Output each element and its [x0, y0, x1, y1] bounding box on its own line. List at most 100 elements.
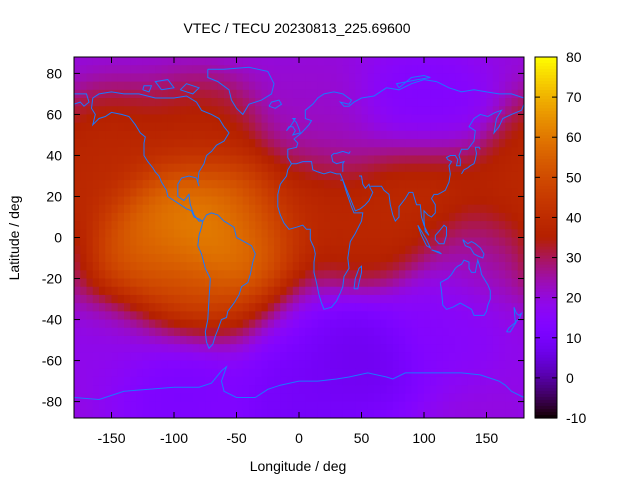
heatmap-cell [217, 319, 225, 329]
heatmap-cell [267, 327, 275, 337]
heatmap-cell [317, 368, 325, 378]
heatmap-cell [392, 196, 400, 206]
heatmap-cell [161, 204, 169, 214]
heatmap-cell [417, 253, 425, 263]
heatmap-cell [267, 139, 275, 148]
heatmap-cell [74, 253, 81, 263]
colorbar-band [535, 216, 557, 221]
heatmap-cell [492, 245, 500, 255]
heatmap-cell [86, 57, 94, 66]
heatmap-cell [130, 335, 138, 345]
colorbar-tick-label: 0 [566, 370, 574, 386]
heatmap-cell [517, 57, 524, 66]
heatmap-cell [217, 147, 225, 157]
heatmap-cell [386, 221, 394, 230]
heatmap-cell [261, 98, 269, 107]
heatmap-cell [361, 114, 369, 124]
heatmap-cell [330, 106, 338, 116]
heatmap-cell [92, 122, 100, 132]
heatmap-cell [267, 81, 275, 91]
heatmap-cell [111, 196, 119, 206]
heatmap-cell [142, 73, 150, 83]
heatmap-cell [149, 212, 156, 222]
heatmap-cell [436, 147, 444, 157]
heatmap-cell [361, 352, 369, 362]
heatmap-cell [492, 303, 500, 312]
heatmap-cell [217, 327, 225, 337]
heatmap-cell [249, 376, 256, 386]
heatmap-cell [292, 385, 300, 394]
heatmap-cell [317, 401, 325, 411]
heatmap-cell [305, 155, 313, 165]
heatmap-cell [461, 171, 469, 181]
heatmap-cell [105, 376, 113, 386]
heatmap-cell [255, 122, 263, 132]
heatmap-cell [399, 139, 406, 148]
heatmap-cell [399, 204, 406, 214]
heatmap-cell [449, 57, 456, 66]
heatmap-cell [374, 237, 381, 247]
heatmap-cell [217, 204, 225, 214]
heatmap-cell [86, 180, 94, 189]
heatmap-cell [505, 344, 513, 353]
heatmap-cell [311, 294, 319, 304]
heatmap-cell [149, 270, 156, 280]
heatmap-cell [517, 188, 524, 198]
heatmap-cell [299, 360, 306, 370]
heatmap-cell [111, 171, 119, 181]
heatmap-cell [499, 262, 506, 271]
heatmap-cell [492, 237, 500, 247]
heatmap-cell [511, 122, 519, 132]
x-axis-label: Longitude / deg [250, 458, 347, 474]
heatmap-cell [374, 245, 381, 255]
heatmap-cell [80, 409, 88, 418]
heatmap-cell [242, 89, 250, 99]
heatmap-cell [399, 163, 406, 173]
heatmap-cell [380, 352, 388, 362]
heatmap-cell [311, 303, 319, 312]
heatmap-cell [192, 155, 200, 165]
heatmap-cell [117, 303, 125, 312]
heatmap-cell [336, 409, 344, 418]
heatmap-cell [349, 253, 356, 263]
heatmap-cell [205, 81, 213, 91]
heatmap-cell [124, 401, 131, 411]
heatmap-cell [330, 89, 338, 99]
heatmap-cell [180, 89, 188, 99]
heatmap-cell [499, 270, 506, 280]
heatmap-cell [236, 130, 244, 140]
heatmap-cell [230, 89, 238, 99]
heatmap-cell [317, 188, 325, 198]
heatmap-cell [261, 130, 269, 140]
heatmap-cell [430, 262, 438, 271]
heatmap-cell [430, 376, 438, 386]
heatmap-cell [486, 245, 494, 255]
heatmap-cell [455, 311, 463, 321]
heatmap-cell [274, 262, 281, 271]
heatmap-cell [130, 270, 138, 280]
heatmap-cell [155, 229, 163, 239]
heatmap-cell [486, 376, 494, 386]
heatmap-cell [399, 368, 406, 378]
heatmap-cell [142, 122, 150, 132]
heatmap-cell [405, 221, 413, 230]
heatmap-cell [280, 106, 288, 116]
heatmap-cell [236, 311, 244, 321]
heatmap-cell [167, 360, 175, 370]
colorbar-band [535, 72, 557, 76]
heatmap-cell [142, 270, 150, 280]
heatmap-cell [461, 270, 469, 280]
heatmap-cell [355, 139, 363, 148]
heatmap-cell [455, 401, 463, 411]
heatmap-cell [211, 270, 219, 280]
heatmap-cell [211, 204, 219, 214]
heatmap-cell [136, 155, 144, 165]
heatmap-cell [149, 335, 156, 345]
heatmap-cell [517, 294, 524, 304]
heatmap-cell [511, 278, 519, 288]
heatmap-cell [74, 385, 81, 394]
heatmap-cell [411, 57, 419, 66]
heatmap-cell [149, 106, 156, 116]
heatmap-cell [211, 122, 219, 132]
heatmap-cell [342, 335, 350, 345]
